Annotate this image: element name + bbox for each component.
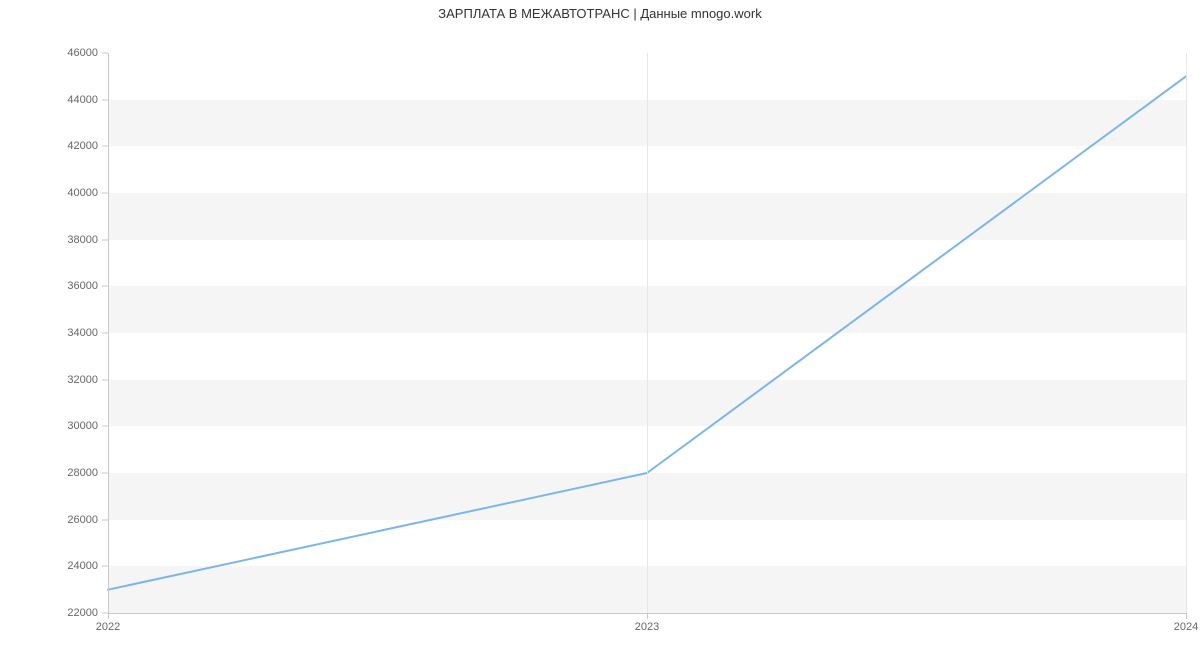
- plot-area: [108, 53, 1186, 613]
- chart-container: ЗАРПЛАТА В МЕЖАВТОТРАНС | Данные mnogo.w…: [0, 0, 1200, 650]
- y-tick-label: 40000: [50, 187, 98, 199]
- x-tick-mark: [108, 613, 109, 619]
- y-tick-label: 30000: [50, 420, 98, 432]
- y-tick-mark: [102, 519, 108, 520]
- y-axis-line: [108, 53, 109, 613]
- y-tick-mark: [102, 193, 108, 194]
- y-tick-label: 34000: [50, 327, 98, 339]
- y-tick-label: 36000: [50, 280, 98, 292]
- y-tick-mark: [102, 53, 108, 54]
- x-gridline: [647, 53, 648, 613]
- y-tick-label: 26000: [50, 514, 98, 526]
- x-tick-label: 2023: [635, 621, 659, 633]
- y-tick-mark: [102, 426, 108, 427]
- chart-title: ЗАРПЛАТА В МЕЖАВТОТРАНС | Данные mnogo.w…: [0, 6, 1200, 21]
- y-tick-label: 42000: [50, 140, 98, 152]
- y-tick-mark: [102, 379, 108, 380]
- x-tick-mark: [647, 613, 648, 619]
- x-tick-mark: [1186, 613, 1187, 619]
- y-tick-label: 38000: [50, 234, 98, 246]
- y-tick-label: 44000: [50, 94, 98, 106]
- y-tick-mark: [102, 333, 108, 334]
- y-tick-mark: [102, 99, 108, 100]
- y-tick-label: 32000: [50, 374, 98, 386]
- y-tick-label: 28000: [50, 467, 98, 479]
- y-tick-label: 22000: [50, 607, 98, 619]
- y-tick-mark: [102, 239, 108, 240]
- x-gridline: [1186, 53, 1187, 613]
- y-tick-mark: [102, 566, 108, 567]
- x-tick-label: 2022: [96, 621, 120, 633]
- y-tick-label: 24000: [50, 560, 98, 572]
- x-tick-label: 2024: [1174, 621, 1198, 633]
- y-tick-mark: [102, 286, 108, 287]
- y-tick-mark: [102, 146, 108, 147]
- y-tick-mark: [102, 473, 108, 474]
- y-tick-label: 46000: [50, 47, 98, 59]
